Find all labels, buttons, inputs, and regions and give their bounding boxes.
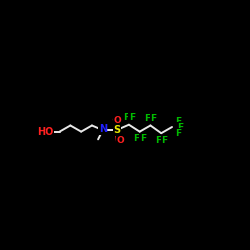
Text: F: F: [140, 134, 146, 143]
Text: N: N: [99, 124, 107, 134]
Text: S: S: [113, 125, 120, 135]
Text: F: F: [175, 129, 181, 138]
Text: O: O: [116, 136, 124, 144]
Text: HO: HO: [37, 127, 53, 137]
Text: F: F: [150, 114, 156, 123]
Text: F: F: [175, 117, 181, 126]
Text: O: O: [114, 116, 121, 124]
Text: F: F: [155, 136, 161, 144]
Text: F: F: [123, 113, 129, 122]
Text: F: F: [144, 114, 150, 123]
Text: F: F: [129, 113, 135, 122]
Text: F: F: [177, 122, 183, 132]
Text: F: F: [161, 136, 168, 144]
Text: F: F: [134, 134, 140, 143]
